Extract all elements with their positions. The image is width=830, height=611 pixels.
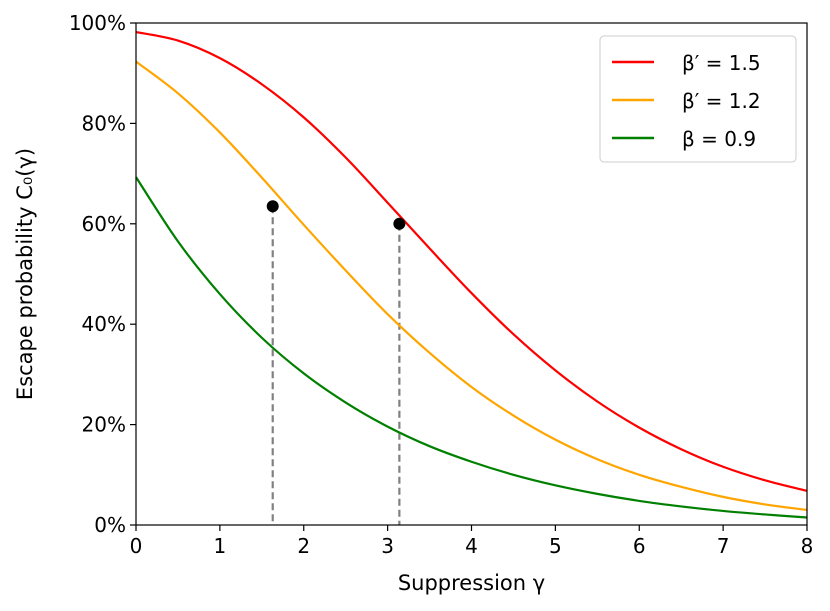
legend: β′ = 1.5 β′ = 1.2 β = 0.9	[599, 35, 797, 163]
axes: 0 1 2 3 4 5 6 7 80%20%40%60%80%100%	[69, 11, 814, 558]
legend-label-2: β = 0.9	[682, 127, 756, 151]
x-tick-label-2: 2	[297, 534, 310, 558]
marker-point-1	[393, 217, 406, 230]
x-tick-label-4: 4	[465, 534, 478, 558]
series-line-2	[135, 176, 808, 519]
y-tick-label-2: 40%	[82, 312, 126, 336]
series-line-1	[135, 60, 808, 512]
y-tick-label-3: 60%	[82, 212, 126, 236]
x-axis-label: Suppression γ	[398, 571, 545, 595]
x-tick-label-7: 7	[717, 534, 730, 558]
y-tick-label-5: 100%	[69, 11, 126, 35]
marker-point-0	[266, 200, 279, 213]
y-tick-label-4: 80%	[82, 111, 126, 135]
x-tick-label-5: 5	[549, 534, 562, 558]
series-line-0	[135, 30, 808, 492]
x-tick-label-0: 0	[130, 534, 143, 558]
y-axis-label: Escape probability C₀(γ)	[13, 148, 37, 400]
y-tick-label-0: 0%	[94, 513, 126, 537]
legend-box	[599, 35, 797, 163]
legend-label-1: β′ = 1.2	[682, 89, 761, 113]
x-tick-label-6: 6	[633, 534, 646, 558]
legend-label-0: β′ = 1.5	[682, 51, 761, 75]
y-tick-label-1: 20%	[82, 413, 126, 437]
x-tick-label-1: 1	[214, 534, 227, 558]
x-tick-label-3: 3	[381, 534, 394, 558]
x-tick-label-8: 8	[801, 534, 814, 558]
plot-content	[135, 30, 808, 525]
